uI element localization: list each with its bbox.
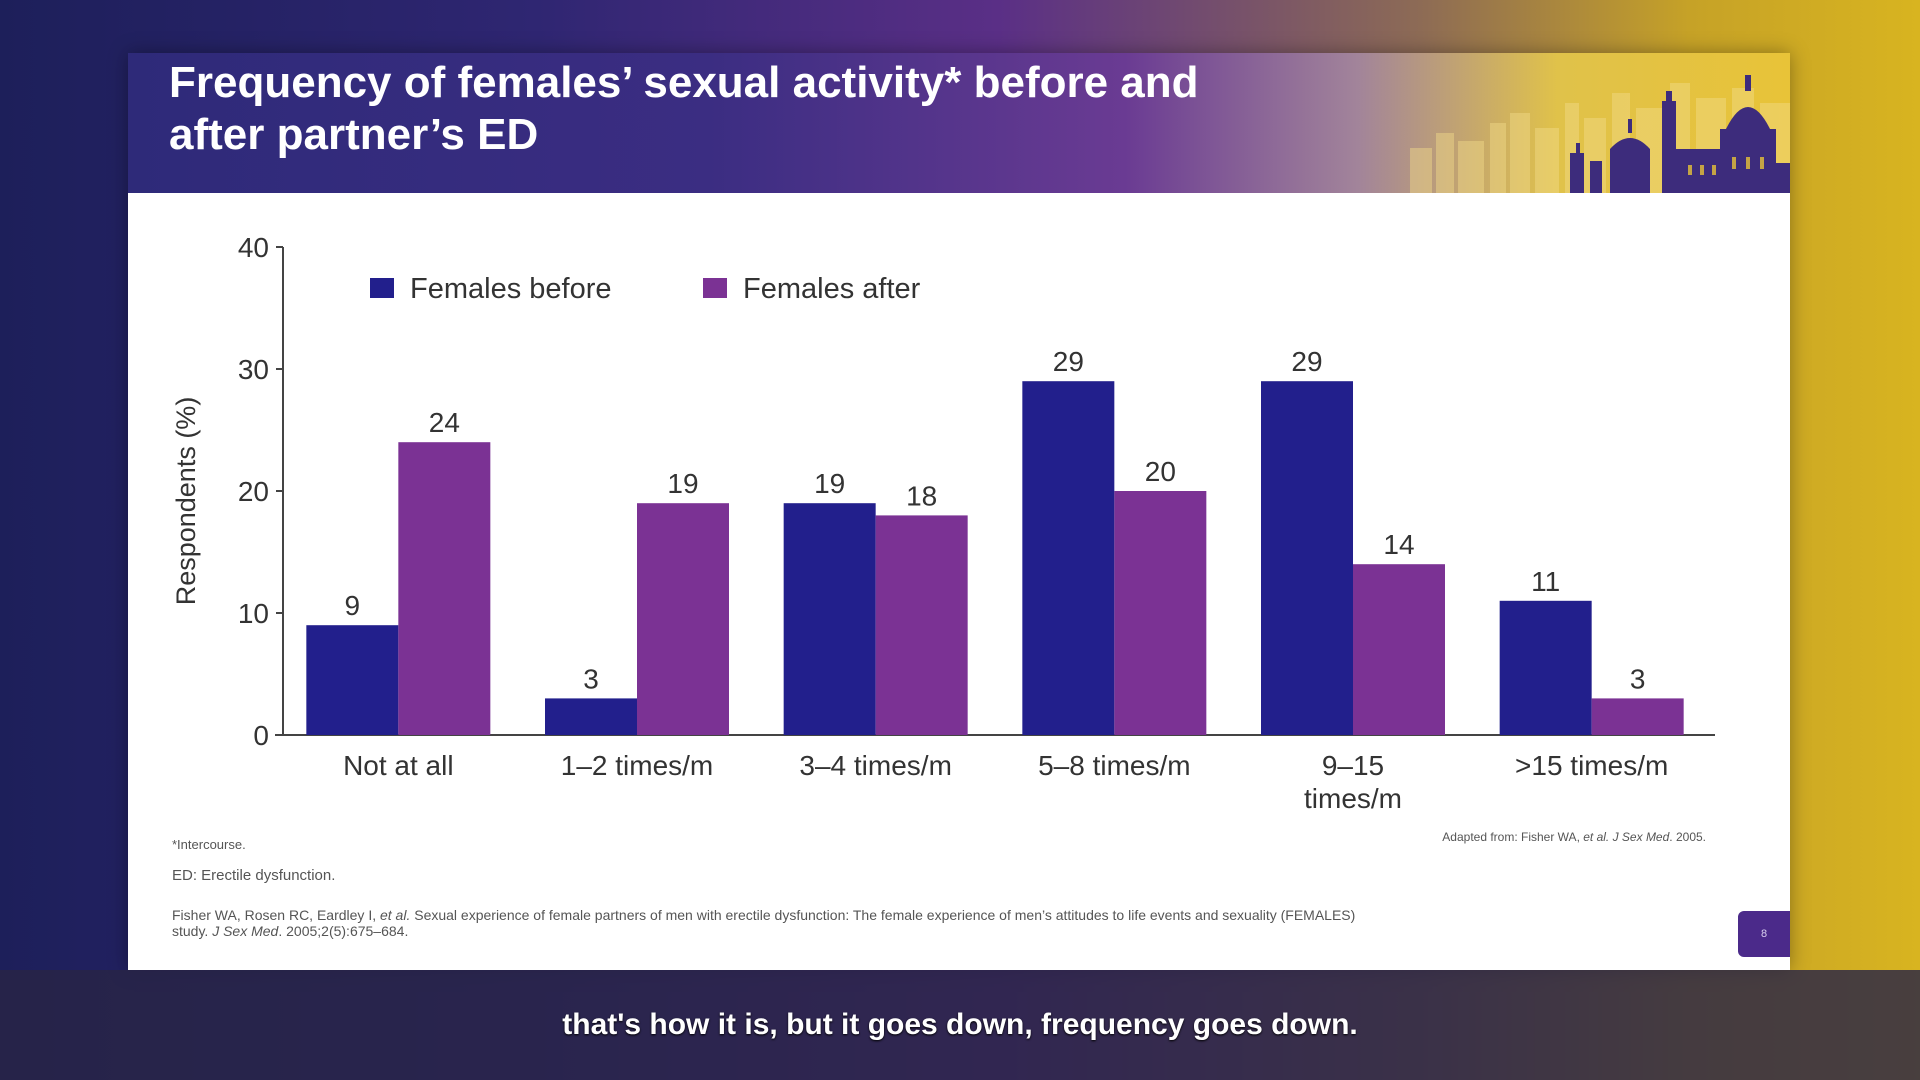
data-label: 20 xyxy=(1145,456,1176,487)
bar xyxy=(1591,698,1684,735)
bar xyxy=(1022,381,1115,735)
bar xyxy=(1114,491,1207,735)
x-tick-label: >15 times/m xyxy=(1515,750,1668,781)
data-label: 9 xyxy=(345,590,361,621)
footnote: *Intercourse. xyxy=(172,837,246,852)
caption-text: that's how it is, but it goes down, freq… xyxy=(562,1008,1358,1041)
bar xyxy=(306,625,399,735)
y-tick-label: 30 xyxy=(238,354,269,385)
legend-label: Females before xyxy=(410,273,612,305)
abbreviation-note: ED: Erectile dysfunction. xyxy=(172,867,336,884)
chart-legend: Females before Females after xyxy=(370,273,921,305)
data-label: 29 xyxy=(1291,346,1322,377)
y-tick-label: 20 xyxy=(238,476,269,507)
data-label: 29 xyxy=(1053,346,1084,377)
slide-title: Frequency of females’ sexual activity* b… xyxy=(169,58,1199,159)
caption-bar: that's how it is, but it goes down, freq… xyxy=(0,970,1920,1080)
page-number-tab: 8 xyxy=(1738,911,1790,957)
page-number: 8 xyxy=(1760,928,1768,940)
x-tick-label: 5–8 times/m xyxy=(1038,750,1191,781)
x-tick-label: 1–2 times/m xyxy=(561,750,714,781)
y-tick-label: 0 xyxy=(253,720,269,751)
legend-swatch xyxy=(370,278,394,298)
x-tick-label: Not at all xyxy=(343,750,454,781)
city-skyline-illustration xyxy=(1410,75,1790,193)
data-label: 24 xyxy=(429,407,460,438)
reference-citation: Fisher WA, Rosen RC, Eardley I, et al. S… xyxy=(172,907,1356,939)
legend-label: Females after xyxy=(743,273,921,305)
bar xyxy=(545,698,637,735)
slide-header: Frequency of females’ sexual activity* b… xyxy=(128,53,1790,193)
slide: Frequency of females’ sexual activity* b… xyxy=(128,53,1790,970)
legend-swatch xyxy=(703,278,727,298)
data-label: 14 xyxy=(1383,529,1414,560)
data-label: 19 xyxy=(667,468,698,499)
data-label: 19 xyxy=(814,468,845,499)
bar xyxy=(783,503,876,735)
bar xyxy=(398,442,491,735)
data-label: 11 xyxy=(1531,566,1560,597)
x-tick-label: 3–4 times/m xyxy=(799,750,952,781)
bar xyxy=(637,503,729,735)
source-note: Adapted from: Fisher WA, et al. J Sex Me… xyxy=(1442,830,1706,844)
bar xyxy=(1353,564,1445,735)
y-tick-label: 40 xyxy=(238,232,269,263)
data-label: 18 xyxy=(906,480,937,511)
y-tick-label: 10 xyxy=(238,598,269,629)
data-label: 3 xyxy=(583,663,599,694)
y-axis-title: Respondents (%) xyxy=(171,397,201,606)
bar xyxy=(1261,381,1353,735)
bar xyxy=(875,515,968,735)
x-tick-label: 9–15 times/m xyxy=(1304,750,1402,814)
bar-chart: Females before Females after 0 10 20 30 40 Res… xyxy=(171,232,1715,814)
data-label: 3 xyxy=(1630,663,1646,694)
bar xyxy=(1499,600,1592,735)
